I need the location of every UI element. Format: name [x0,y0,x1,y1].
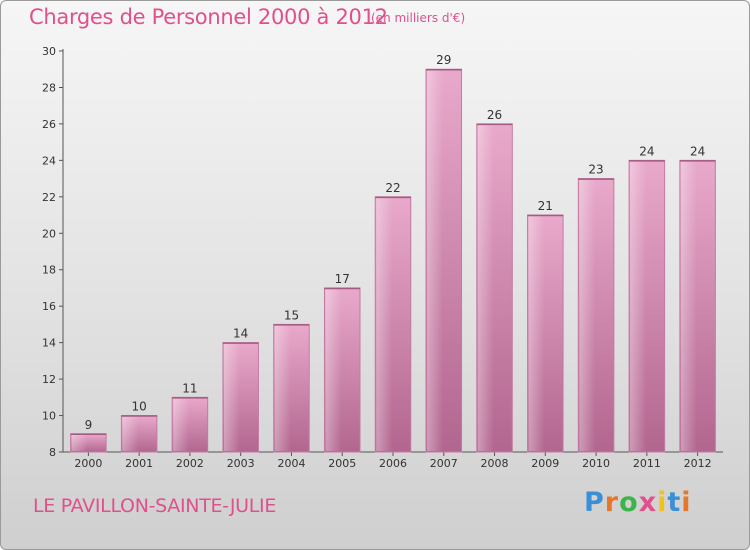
x-tick-label-2006: 2006 [379,457,407,470]
x-tick-label-2003: 2003 [227,457,255,470]
value-label-2002: 11 [182,381,197,395]
y-tick-label: 30 [42,45,56,58]
y-tick-label: 28 [42,81,56,94]
y-tick-label: 8 [49,446,56,459]
x-tick-label-2007: 2007 [430,457,458,470]
bar-highlight [528,216,545,451]
x-tick-label-2000: 2000 [74,457,102,470]
logo-letter: x [638,487,658,518]
y-tick-label: 20 [42,227,56,240]
bar-highlight [680,161,697,451]
bar-highlight [223,343,240,451]
x-tick-label-2010: 2010 [582,457,610,470]
x-tick-label-2012: 2012 [684,457,712,470]
y-tick-label: 10 [42,410,56,423]
value-label-2006: 22 [385,181,400,195]
y-tick-label: 16 [42,300,56,313]
value-label-2010: 23 [588,163,603,177]
logo-letter: i [681,487,692,518]
value-label-2009: 21 [538,199,553,213]
bar-highlight [630,161,647,451]
value-label-2001: 10 [132,400,147,414]
y-tick-label: 12 [42,373,56,386]
value-label-2012: 24 [690,144,705,158]
y-tick-label: 22 [42,191,56,204]
bar-highlight [325,288,342,451]
y-tick-label: 18 [42,264,56,277]
value-label-2005: 17 [335,272,350,286]
x-tick-label-2011: 2011 [633,457,661,470]
bar-highlight [427,70,443,452]
value-label-2011: 24 [639,144,654,158]
x-tick-label-2005: 2005 [328,457,356,470]
value-label-2004: 15 [284,308,299,322]
x-tick-label-2002: 2002 [176,457,204,470]
bar-highlight [376,197,393,451]
logo-letter: P [584,487,605,518]
axes: 8 10 12 14 16 18 20 22 24 26 28 30 2000 2001 2002 2003 2… [42,45,723,470]
data-labels: 9 10 11 14 15 17 22 29 26 21 23 24 24 [85,53,706,432]
bar-highlight [579,179,596,451]
x-tick-label-2008: 2008 [481,457,509,470]
logo-letter: r [604,487,620,518]
chart-subtitle: (en milliers d'€) [371,11,466,25]
x-tick-label-2004: 2004 [277,457,305,470]
logo-letter: t [667,487,682,518]
y-tick-label: 26 [42,118,56,131]
value-label-2000: 9 [85,418,93,432]
logo-letter: i [657,487,668,518]
bar-highlight [71,434,88,451]
value-label-2007: 29 [436,53,451,67]
value-label-2003: 14 [233,327,248,341]
y-tick-label: 14 [42,337,56,350]
logo-letter: o [619,487,639,518]
bar-highlight [173,398,190,451]
chart-title: Charges de Personnel 2000 à 2012 [29,5,388,29]
bars [70,68,716,453]
x-tick-label-2009: 2009 [531,457,559,470]
x-tick-label-2001: 2001 [125,457,153,470]
bar-highlight [274,325,291,451]
value-label-2008: 26 [487,108,502,122]
bar-highlight [477,124,494,451]
city-name: LE PAVILLON-SAINTE-JULIE [33,495,277,517]
proxiti-logo: Proxiti [584,487,692,518]
bar-highlight [122,416,139,451]
y-tick-label: 24 [42,154,56,167]
